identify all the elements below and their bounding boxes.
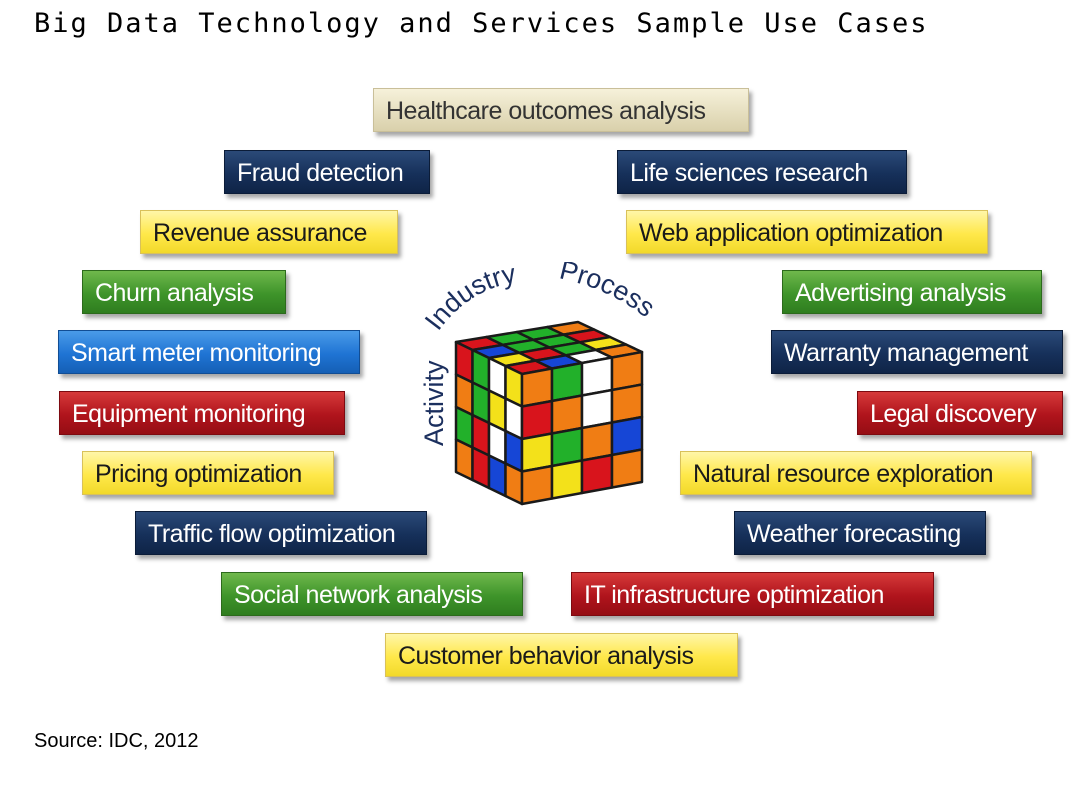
use-case-web-application-optimization: Web application optimization (626, 210, 988, 254)
use-case-legal-discovery: Legal discovery (857, 391, 1063, 435)
use-case-customer-behavior-analysis: Customer behavior analysis (385, 633, 738, 677)
cube-label-activity: Activity (419, 360, 449, 446)
cube-label-process: Process (557, 262, 661, 323)
use-case-natural-resource-exploration: Natural resource exploration (680, 451, 1032, 495)
use-case-smart-meter-monitoring: Smart meter monitoring (58, 330, 360, 374)
rubiks-cube-graphic: Industry Process Activity (410, 255, 670, 512)
use-case-healthcare-outcomes-analysis: Healthcare outcomes analysis (373, 88, 749, 132)
use-case-advertising-analysis: Advertising analysis (782, 270, 1042, 314)
use-case-traffic-flow-optimization: Traffic flow optimization (135, 511, 427, 555)
cube-tile (550, 459, 584, 500)
cube-icon: Industry Process Activity (419, 255, 661, 506)
use-case-fraud-detection: Fraud detection (224, 150, 430, 194)
cube-faces (454, 320, 644, 506)
use-case-weather-forecasting: Weather forecasting (734, 511, 986, 555)
use-case-equipment-monitoring: Equipment monitoring (59, 391, 345, 435)
use-case-warranty-management: Warranty management (771, 330, 1063, 374)
use-case-life-sciences-research: Life sciences research (617, 150, 907, 194)
use-case-social-network-analysis: Social network analysis (221, 572, 523, 616)
use-case-churn-analysis: Churn analysis (82, 270, 286, 314)
use-case-it-infrastructure-optimization: IT infrastructure optimization (571, 572, 934, 616)
cube-label-industry: Industry (419, 262, 519, 336)
cube-tile (487, 454, 507, 498)
cube-tile (454, 438, 474, 482)
use-case-revenue-assurance: Revenue assurance (140, 210, 398, 254)
source-note: Source: IDC, 2012 (34, 730, 199, 752)
page-title: Big Data Technology and Services Sample … (34, 8, 929, 39)
cube-tile (610, 448, 644, 489)
cube-tile (580, 453, 614, 495)
use-case-pricing-optimization: Pricing optimization (82, 451, 334, 495)
cube-tile (471, 446, 491, 490)
cube-tile (520, 464, 554, 506)
cube-tile (504, 462, 524, 506)
